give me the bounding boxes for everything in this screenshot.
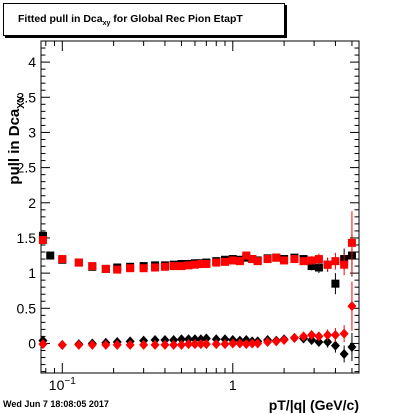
data-point-diamond	[169, 339, 179, 350]
data-point-square	[190, 260, 199, 269]
y-tick-label: 1	[28, 265, 36, 281]
data-point-diamond	[160, 339, 170, 350]
data-point-diamond	[299, 331, 309, 342]
data-point-diamond	[314, 337, 324, 348]
data-point-diamond	[347, 341, 357, 352]
data-point-diamond	[201, 339, 211, 350]
x-tick-label: 1	[229, 377, 237, 393]
data-point-square	[74, 258, 83, 267]
y-tick-label: 3	[28, 124, 36, 140]
data-point-diamond	[150, 339, 160, 350]
data-point-square	[101, 264, 110, 273]
data-point-square	[212, 258, 221, 267]
data-point-square	[113, 265, 122, 274]
data-point-square	[58, 255, 67, 264]
data-point-square	[160, 262, 169, 271]
y-tick-label: 3.5	[17, 89, 37, 105]
data-point-diamond	[241, 339, 251, 350]
data-point-diamond	[314, 331, 324, 342]
data-point-diamond	[211, 339, 221, 350]
y-tick-label: 1.5	[17, 230, 37, 246]
data-point-diamond	[184, 339, 194, 350]
data-point-square	[228, 256, 237, 265]
data-point-square	[307, 262, 316, 271]
data-point-diamond	[263, 337, 273, 348]
data-point-diamond	[347, 301, 357, 312]
data-point-square	[253, 257, 262, 266]
data-point-square	[184, 261, 193, 270]
data-point-square	[248, 255, 257, 264]
data-point-diamond	[196, 339, 206, 350]
data-point-square	[202, 259, 211, 268]
y-tick-label: 0	[28, 335, 36, 351]
data-point-diamond	[235, 338, 245, 349]
data-point-diamond	[220, 339, 230, 350]
data-point-square	[272, 253, 281, 262]
data-point-diamond	[330, 340, 340, 351]
data-point-square	[151, 263, 160, 272]
data-point-diamond	[176, 334, 186, 345]
data-point-diamond	[176, 339, 186, 350]
data-point-square	[340, 260, 349, 269]
data-point-diamond	[247, 338, 257, 349]
data-point-square	[196, 259, 205, 268]
data-point-square	[331, 279, 340, 288]
data-point-square	[323, 260, 332, 269]
data-point-diamond	[339, 349, 349, 360]
data-point-square	[331, 257, 340, 266]
data-point-diamond	[279, 334, 289, 345]
data-point-square	[88, 262, 97, 271]
y-axis-label: pull in DcaXY	[6, 95, 27, 185]
y-tick-label: 0.5	[17, 300, 37, 316]
data-point-square	[177, 262, 186, 271]
data-point-diamond	[323, 337, 333, 348]
data-point-diamond	[253, 338, 263, 349]
data-point-square	[314, 263, 323, 272]
data-point-diamond	[190, 339, 200, 350]
plot-frame	[40, 40, 360, 374]
data-point-square	[314, 255, 323, 264]
data-point-square	[280, 256, 289, 265]
y-tick-label: 2	[28, 195, 36, 211]
data-point-square	[299, 257, 308, 266]
data-point-square	[38, 236, 47, 245]
data-point-diamond	[307, 330, 317, 341]
data-point-square	[235, 257, 244, 266]
x-tick-label: 10−1	[49, 376, 76, 393]
data-point-square	[242, 251, 251, 260]
data-point-square	[307, 256, 316, 265]
data-point-diamond	[228, 338, 238, 349]
data-point-diamond	[289, 332, 299, 343]
data-point-diamond	[38, 339, 48, 350]
data-point-diamond	[201, 333, 211, 344]
y-tick-label: 2.5	[17, 160, 37, 176]
data-point-diamond	[57, 339, 67, 350]
data-point-square	[263, 255, 272, 264]
y-tick-label: 4	[28, 54, 36, 70]
timestamp-footer: Wed Jun 7 18:08:05 2017	[3, 399, 109, 409]
data-point-diamond	[139, 339, 149, 350]
data-point-square	[126, 264, 135, 273]
chart-title-box: Fitted pull in Dcaxy for Global Rec Pion…	[3, 3, 285, 36]
data-point-diamond	[112, 339, 122, 350]
data-point-diamond	[101, 339, 111, 350]
data-point-square	[38, 231, 47, 240]
data-point-diamond	[323, 330, 333, 341]
data-point-square	[139, 264, 148, 273]
chart-title: Fitted pull in Dcaxy for Global Rec Pion…	[18, 13, 243, 28]
data-point-square	[347, 238, 356, 247]
data-point-square	[220, 257, 229, 266]
data-point-square	[46, 251, 55, 260]
x-axis-label: pT/|q| (GeV/c)	[269, 397, 359, 413]
data-point-diamond	[330, 330, 340, 341]
data-point-diamond	[339, 328, 349, 339]
data-point-diamond	[125, 339, 135, 350]
data-point-square	[290, 255, 299, 264]
data-point-diamond	[87, 339, 97, 350]
data-point-diamond	[74, 339, 84, 350]
data-point-square	[169, 262, 178, 271]
data-point-diamond	[271, 336, 281, 347]
